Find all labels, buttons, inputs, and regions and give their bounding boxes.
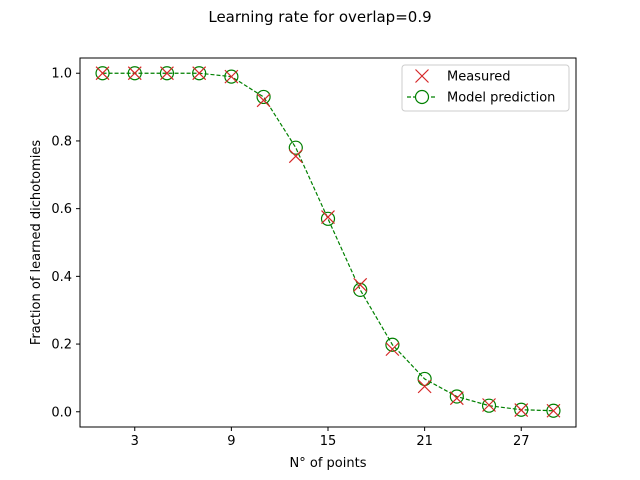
model-prediction-point: [385, 337, 400, 352]
model-prediction-point: [256, 89, 271, 105]
measured-point: [546, 403, 561, 418]
measured-point: [224, 69, 239, 84]
measured-point: [417, 379, 432, 394]
y-tick-label: 0.4: [51, 270, 72, 285]
x-axis-label: N° of points: [290, 456, 367, 471]
legend: Measured Model prediction: [401, 64, 570, 112]
x-tick-label: 3: [131, 434, 139, 449]
y-tick-label: 1.0: [51, 67, 72, 82]
x-tick-label: 9: [227, 434, 235, 449]
model-prediction-point: [95, 66, 110, 81]
legend-model-label: Model prediction: [447, 91, 555, 106]
measured-point: [514, 403, 529, 417]
measured-point: [160, 66, 174, 81]
measured-point: [353, 277, 368, 292]
measured-point: [482, 398, 496, 412]
legend-box: [401, 64, 570, 112]
measured-point: [256, 93, 271, 108]
legend-measured-marker: [415, 69, 429, 83]
y-tick-label: 0.6: [51, 202, 72, 217]
x-tick-label: 27: [513, 434, 530, 449]
model-prediction-point: [449, 389, 464, 404]
series-layer: [95, 66, 561, 418]
y-tick-label: 0.0: [51, 405, 72, 420]
model-prediction-point: [417, 371, 432, 387]
y-axis-label: Fraction of learned dichotomies: [29, 140, 44, 346]
measured-point: [385, 342, 400, 357]
x-tick-label: 15: [320, 434, 337, 449]
measured-point: [127, 66, 142, 81]
measured-point: [95, 66, 110, 81]
measured-point: [288, 149, 303, 164]
y-tick-label: 0.8: [51, 134, 72, 149]
model-prediction-point: [353, 282, 368, 297]
measured-point: [449, 391, 464, 406]
x-axis-ticks: 3 9 15 21 27: [131, 427, 530, 449]
y-axis-ticks: 0.0 0.2 0.4 0.6 0.8 1.0: [51, 67, 80, 420]
model-prediction-point: [320, 211, 336, 226]
y-tick-label: 0.2: [51, 338, 72, 353]
model-prediction-point: [481, 398, 497, 413]
model-prediction-point: [514, 402, 529, 417]
chart-title: Learning rate for overlap=0.9: [208, 8, 431, 26]
model-prediction-point: [192, 66, 207, 81]
model-prediction-point: [546, 403, 561, 418]
measured-point: [192, 66, 207, 81]
legend-model-marker: [414, 89, 430, 105]
measured-point: [321, 210, 335, 225]
x-tick-label: 21: [416, 434, 433, 449]
model-prediction-point: [224, 69, 239, 84]
legend-measured-label: Measured: [447, 70, 511, 85]
axes-frame: [79, 57, 577, 428]
model-prediction-line: [102, 72, 554, 412]
model-prediction-point: [127, 66, 142, 81]
model-prediction-point: [159, 66, 175, 81]
model-prediction-point: [288, 140, 303, 155]
